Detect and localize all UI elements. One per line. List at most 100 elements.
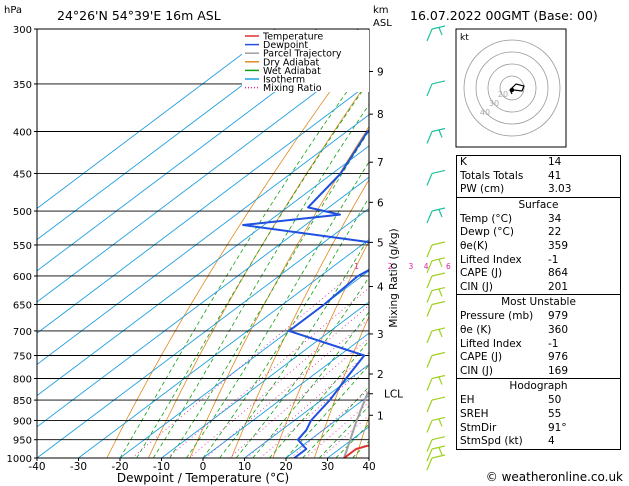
hodograph-row: StmDir 91° xyxy=(460,421,567,434)
wind-barb xyxy=(426,399,433,413)
temperature-tick-label: 0 xyxy=(200,461,207,473)
height-tick-label: 5 xyxy=(377,237,384,249)
surface-row: Lifted Index -1 xyxy=(460,253,559,266)
height-tick-label: LCL xyxy=(384,389,403,401)
pressure-tick-label: 650 xyxy=(13,301,32,312)
pressure-tick-label: 900 xyxy=(13,416,32,427)
wet-adiabat xyxy=(285,364,369,458)
wet-adiabat xyxy=(202,196,369,458)
wind-barb xyxy=(431,445,446,450)
most-unstable-header: Most Unstable xyxy=(501,296,576,309)
surface-row: CIN (J) 201 xyxy=(460,280,569,293)
legend-entry: Mixing Ratio xyxy=(263,83,322,94)
hodograph-kt-label: kt xyxy=(460,33,469,43)
wet-adiabat xyxy=(269,340,369,458)
temperature-tick-label: 20 xyxy=(279,461,292,473)
height-tick-label: 6 xyxy=(377,197,384,209)
storm-motion-marker xyxy=(509,87,515,93)
hodograph-ring xyxy=(499,75,525,101)
km-unit-label: km xyxy=(373,5,389,16)
pressure-tick-label: 500 xyxy=(13,207,32,218)
pressure-tick-label: 850 xyxy=(13,396,32,407)
wet-adiabat xyxy=(169,130,369,458)
wind-barb xyxy=(426,304,433,317)
mixing-ratio-line xyxy=(246,351,369,458)
isotherm xyxy=(202,332,369,458)
pressure-tick-label: 800 xyxy=(13,374,32,385)
legend-entry: Temperature xyxy=(262,32,323,43)
legend-entry: Isotherm xyxy=(263,75,305,86)
hodograph-header: Hodograph xyxy=(509,380,568,393)
isotherm xyxy=(37,176,369,428)
hodograph-row: SREH 55 xyxy=(460,407,562,420)
wind-barb xyxy=(438,418,443,427)
asl-unit-label: ASL xyxy=(373,18,392,29)
isotherm xyxy=(78,239,369,458)
most-unstable-row: CAPE (J) 976 xyxy=(460,351,569,364)
wind-barb xyxy=(426,290,433,303)
pressure-tick-label: 350 xyxy=(13,80,32,91)
wet-adiabat xyxy=(252,311,369,458)
wind-barb xyxy=(431,300,446,306)
parcel-trajectory-line xyxy=(343,390,369,458)
location-title: 24°26'N 54°39'E 16m ASL xyxy=(57,8,221,23)
most-unstable-row: θe (K) 360 xyxy=(460,323,569,336)
wind-barb xyxy=(431,80,446,85)
wind-barb xyxy=(431,272,446,277)
wind-barbs xyxy=(426,25,446,471)
legend-entry: Dry Adiabat xyxy=(263,57,320,68)
mixing-ratio-label: 6 xyxy=(446,262,451,271)
wind-barb xyxy=(426,131,433,144)
temperature-tick-label: 40 xyxy=(362,461,375,473)
wind-barb xyxy=(426,275,433,289)
wind-barb xyxy=(426,244,433,258)
hodograph-ring xyxy=(463,39,561,137)
temperature-tick-label: 10 xyxy=(238,461,251,473)
wet-adiabat xyxy=(119,59,369,458)
temperature-tick-label: -20 xyxy=(111,461,128,473)
surface-row: θe(K) 359 xyxy=(460,239,569,252)
wind-barb xyxy=(426,448,433,462)
wind-barb xyxy=(438,288,443,297)
surface-row: CAPE (J) 864 xyxy=(460,267,569,280)
wind-barb xyxy=(431,374,446,380)
hodograph-row: StmSpd (kt) 4 xyxy=(460,435,555,448)
wind-barb xyxy=(426,260,433,274)
wind-barb xyxy=(431,327,446,332)
pressure-tick-label: 950 xyxy=(13,436,32,447)
profile-lines xyxy=(242,129,369,458)
dry-adiabat xyxy=(314,315,369,458)
wind-barb xyxy=(426,457,433,471)
pressure-tick-label: 1000 xyxy=(7,454,32,465)
pressure-tick-label: 600 xyxy=(13,272,32,283)
datetime-title: 16.07.2022 00GMT (Base: 00) xyxy=(410,8,598,23)
height-tick-label: 2 xyxy=(377,369,384,381)
most-unstable-row: Lifted Index -1 xyxy=(460,337,559,350)
isotherm xyxy=(37,114,369,365)
surface-row: Dewp (°C) 22 xyxy=(460,226,562,239)
wind-barb xyxy=(431,241,446,246)
index-row-k: K 14 xyxy=(460,156,562,168)
legend-entry: Dewpoint xyxy=(263,40,308,51)
wind-barb xyxy=(438,329,443,338)
height-tick-label: 9 xyxy=(377,66,384,78)
wind-barb xyxy=(438,376,443,385)
height-tick-label: 3 xyxy=(377,329,384,341)
x-axis-title: Dewpoint / Temperature (°C) xyxy=(117,471,289,485)
index-row-pw: PW (cm) 3.03 xyxy=(460,183,572,196)
isotherm xyxy=(161,301,369,458)
surface-header: Surface xyxy=(518,198,559,211)
isotherm xyxy=(37,83,369,334)
legend-entry: Parcel Trajectory xyxy=(263,49,342,60)
hodograph-ring-label: 40 xyxy=(480,108,490,117)
wind-barb xyxy=(426,210,433,224)
isotherm xyxy=(37,207,369,458)
hodograph-ring-label: 30 xyxy=(489,99,499,108)
wind-barb xyxy=(431,396,446,401)
surface-row: Temp (°C) 34 xyxy=(460,212,562,225)
pressure-tick-label: 400 xyxy=(13,128,32,139)
wind-barb xyxy=(431,169,446,175)
hodograph-ring-label: 20 xyxy=(498,90,508,99)
